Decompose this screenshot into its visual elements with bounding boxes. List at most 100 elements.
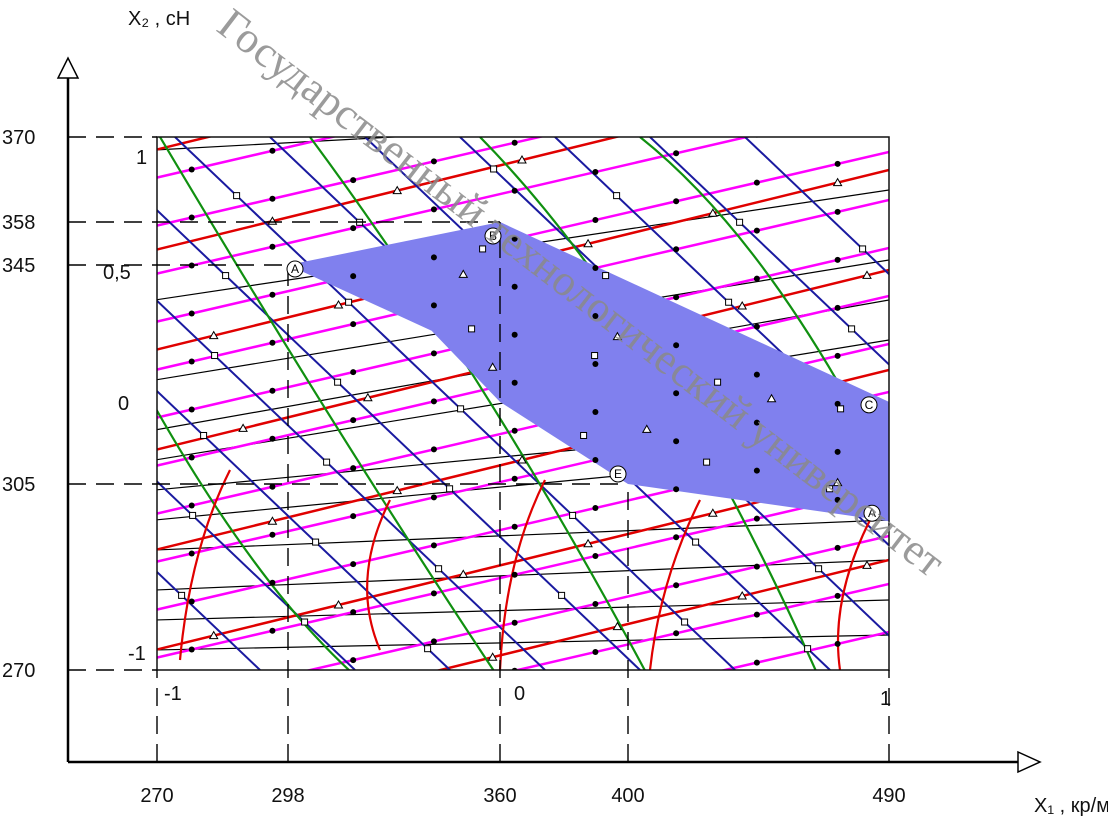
marker-triangle [362, 392, 373, 402]
marker-triangle [707, 508, 718, 517]
marker-square [703, 458, 711, 466]
marker-triangle [737, 300, 748, 310]
marker-dot [753, 371, 760, 378]
y-tick-label: 305 [2, 474, 35, 496]
marker-dot [511, 283, 518, 290]
marker-dot [834, 640, 841, 647]
isoline-red-arc [648, 499, 701, 670]
marker-dot [430, 446, 437, 453]
point-label: E [614, 467, 622, 481]
marker-square [736, 218, 744, 226]
marker-triangle [862, 270, 872, 279]
x-axis-title: X₁ , кр/м [1034, 795, 1108, 817]
marker-triangle [333, 599, 344, 609]
marker-dot [511, 571, 518, 578]
marker-dot [511, 187, 518, 194]
marker-dot [430, 638, 437, 645]
isoline-magenta [157, 486, 889, 659]
isoline-red-arc [178, 469, 231, 661]
x-axis-arrow-icon [1017, 750, 1042, 774]
marker-dot [269, 387, 276, 394]
marker-dot [753, 275, 760, 282]
marker-dot [430, 302, 437, 309]
marker-dot [430, 398, 437, 405]
marker-square [178, 591, 186, 599]
marker-dot [673, 342, 680, 349]
marker-dot [592, 553, 599, 559]
marker-dot [592, 601, 599, 607]
feasible-region [288, 222, 889, 522]
marker-triangle [766, 393, 777, 403]
x-coded-tick-label: -1 [164, 683, 182, 705]
marker-triangle [832, 177, 843, 187]
marker-dot [673, 294, 680, 301]
tick-labels: 270 298 360 400 490 370 358 345 305 270 -1 0 1 1 0,5 0 -… [2, 127, 906, 807]
marker-triangle [517, 454, 527, 464]
marker-square [345, 298, 353, 306]
marker-square [859, 245, 867, 253]
isoline-red-arc [498, 479, 546, 670]
isoline-red [435, 558, 889, 670]
marker-dot [673, 534, 680, 541]
point-label-circle [609, 465, 627, 483]
marker-dot [511, 619, 518, 626]
marker-square [233, 192, 241, 200]
marker-dot [753, 515, 760, 522]
marker-triangle [832, 477, 843, 487]
isoline-green [309, 137, 646, 670]
marker-square [200, 431, 208, 439]
marker-square [479, 245, 487, 253]
marker-dot [269, 627, 276, 634]
marker-triangle [583, 238, 593, 248]
marker-dot [592, 169, 599, 175]
marker-dot [269, 483, 276, 490]
marker-square [692, 538, 700, 546]
x-tick-label: 400 [611, 785, 644, 807]
marker-square [334, 378, 342, 386]
marker-dot [269, 147, 276, 154]
marker-dot [511, 139, 518, 146]
marker-dot [753, 227, 760, 234]
marker-dot [188, 406, 195, 413]
marker-square [681, 618, 689, 626]
marker-dot [834, 304, 841, 311]
y-coded-tick-label: -1 [128, 643, 146, 665]
marker-dot [673, 438, 680, 445]
marker-dot [430, 590, 437, 597]
marker-dot [269, 243, 276, 250]
marker-dot [350, 657, 357, 664]
marker-triangle [737, 590, 748, 600]
marker-square [490, 165, 498, 173]
isoline-magenta [157, 137, 338, 179]
y-tick-label: 370 [2, 127, 35, 149]
marker-dot [673, 630, 680, 637]
marker-triangle [487, 362, 498, 371]
marker-dot [592, 265, 599, 271]
marker-dot [269, 339, 276, 346]
marker-dot [269, 531, 276, 538]
marker-triangle [208, 630, 219, 640]
marker-square [804, 645, 812, 653]
point-label-circle [860, 396, 878, 414]
guide-dashes [68, 136, 890, 762]
marker-dot [592, 361, 599, 367]
marker-square [714, 378, 722, 386]
marker-triangle [641, 424, 652, 433]
marker-square [826, 485, 834, 493]
marker-triangle [612, 331, 623, 341]
marker-dot [188, 166, 195, 173]
marker-dot [188, 646, 195, 653]
marker-dot [350, 513, 357, 520]
marker-dot [753, 179, 760, 186]
marker-dot [430, 350, 437, 357]
marker-dot [592, 457, 599, 463]
marker-dot [834, 160, 841, 167]
y-coded-tick-label: 0,5 [103, 262, 131, 284]
marker-dot [834, 256, 841, 263]
marker-dot [269, 435, 276, 442]
marker-dot [350, 465, 357, 472]
x-tick-label: 490 [872, 785, 905, 807]
point-label-circle [484, 227, 502, 245]
marker-dot [269, 195, 276, 202]
marker-dot [673, 582, 680, 589]
